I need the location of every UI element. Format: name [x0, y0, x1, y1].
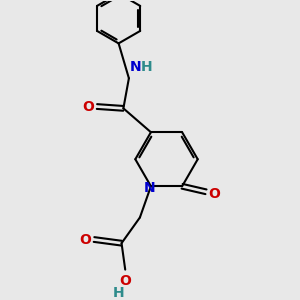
Text: H: H [113, 286, 124, 300]
Text: N: N [143, 181, 155, 195]
Text: O: O [79, 232, 91, 247]
Text: H: H [141, 60, 152, 74]
Text: N: N [130, 60, 141, 74]
Text: O: O [119, 274, 131, 288]
Text: O: O [208, 187, 220, 201]
Text: O: O [82, 100, 94, 113]
